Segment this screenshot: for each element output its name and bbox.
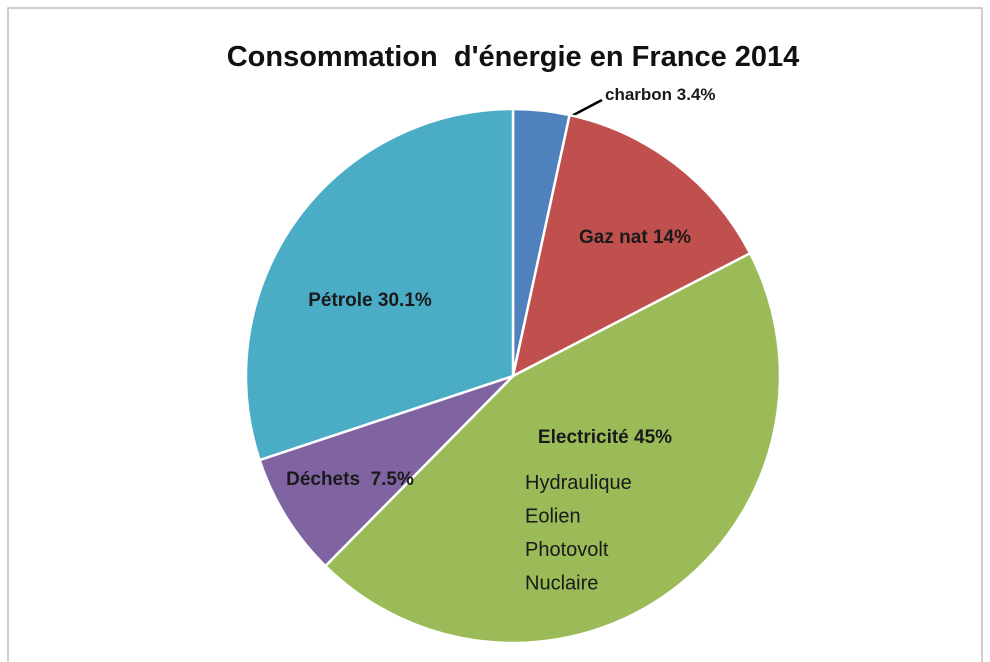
annotation: Nuclaire xyxy=(525,573,598,595)
slice-category: Gaz nat xyxy=(579,227,648,248)
slice-value-label: 45% xyxy=(634,427,672,448)
slice-label: Pétrole 30.1% xyxy=(308,290,432,311)
pie-slice xyxy=(244,107,515,462)
chart-title: Consommation d'énergie en France 2014 xyxy=(227,41,800,73)
pie-slice xyxy=(323,251,782,645)
slice-category: Déchets xyxy=(286,469,365,490)
slice-category: Pétrole xyxy=(308,290,372,311)
slice-value-label: 30.1% xyxy=(378,290,432,311)
annotation: Eolien xyxy=(525,506,581,528)
pie-slice xyxy=(258,374,514,568)
pie xyxy=(244,107,782,645)
slice-category: charbon xyxy=(605,85,672,104)
slice-label: Gaz nat 14% xyxy=(579,227,691,248)
annotation: Photovolt xyxy=(525,539,609,561)
annotation: Hydraulique xyxy=(525,472,632,494)
slice-label: Déchets 7.5% xyxy=(286,469,414,490)
chart-frame xyxy=(7,7,983,662)
slice-label: charbon 3.4% xyxy=(605,85,716,104)
labels: charbon 3.4% Gaz nat 14% Electricité 45% Dé… xyxy=(286,85,715,595)
pie-slice xyxy=(511,113,752,379)
slice-label: Electricité 45% xyxy=(538,427,672,448)
slice-value-label: 3.4% xyxy=(677,85,716,104)
slice-category: Electricité xyxy=(538,427,629,448)
slice-value-label: 14% xyxy=(653,227,691,248)
slice-value-label: 7.5% xyxy=(371,469,414,490)
